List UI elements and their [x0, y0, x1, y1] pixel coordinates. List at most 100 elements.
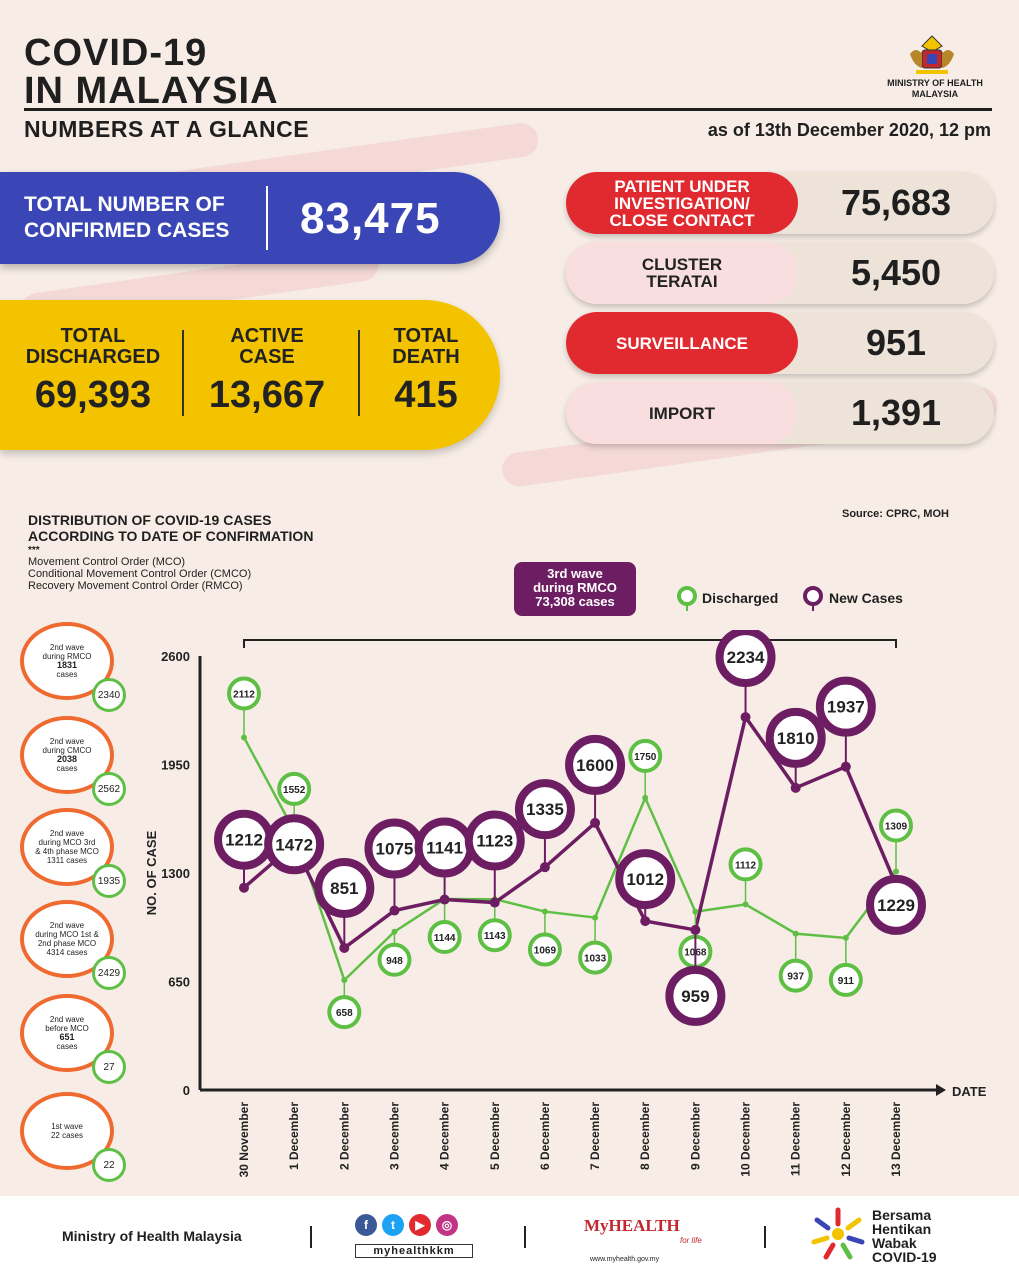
confirmed-label: TOTAL NUMBER OF CONFIRMED CASES: [24, 192, 229, 244]
new-cases-bubble: [715, 630, 776, 688]
x-tick-label: 12 December: [839, 1102, 853, 1177]
category-row: SURVEILLANCE 951: [566, 312, 994, 374]
y-tick-label: 1950: [161, 758, 190, 773]
twitter-icon[interactable]: t: [382, 1214, 404, 1236]
campaign-line: COVID-19: [872, 1249, 937, 1265]
x-tick-label: 11 December: [789, 1102, 803, 1176]
discharged-data-label: 937: [787, 972, 804, 983]
category-label-line: CLUSTER: [641, 255, 723, 274]
discharged-data-label: 658: [336, 1008, 353, 1019]
wave-text: 2nd wave: [49, 643, 85, 652]
new-cases-bubble: [615, 849, 676, 910]
series-line: [242, 712, 898, 951]
category-value: 5,450: [850, 252, 942, 293]
coat-of-arms-icon: [910, 35, 954, 74]
discharged-data-label: 948: [386, 956, 403, 967]
discharged-bubble: [879, 808, 913, 843]
discharged-data-label: 1069: [534, 946, 557, 957]
divider: [358, 330, 360, 416]
x-tick-label: 10 December: [739, 1102, 753, 1177]
new-cases-bubble: [264, 814, 325, 875]
wave-text: 4314 cases: [46, 948, 88, 957]
new-cases-data-label: 851: [330, 879, 358, 898]
category-value: 951: [865, 322, 927, 363]
as-of-date: as of 13th December 2020, 12 pm: [707, 120, 991, 140]
discharged-point: [842, 934, 849, 941]
new-cases-data-label: 1472: [275, 835, 313, 854]
wave-badge: 2562: [92, 772, 126, 806]
discharged-point: [592, 914, 599, 921]
series-line: [242, 736, 897, 983]
discharged-bubble: [778, 958, 813, 993]
confirmed-label-line2: CONFIRMED CASES: [24, 219, 230, 242]
active-stat: ACTIVE CASE 13,667: [198, 326, 336, 417]
category-label-line: PATIENT UNDER: [614, 176, 750, 196]
discharged-point: [642, 794, 649, 801]
new-cases-data-label: 1123: [476, 832, 513, 851]
social-icons: f t ▶ ◎: [355, 1214, 463, 1236]
discharged-label2: DISCHARGED: [25, 346, 161, 368]
y-axis-label: NO. OF CASE: [144, 830, 159, 915]
confirmed-label-line1: TOTAL NUMBER OF: [24, 193, 225, 216]
discharged-bubble: [578, 940, 613, 975]
category-row: PATIENT UNDER INVESTIGATION/CLOSE CONTACT…: [566, 172, 994, 234]
discharged-point: [241, 734, 247, 741]
discharged-bubble: [828, 962, 863, 997]
new-cases-data-label: 1600: [576, 756, 614, 775]
new-cases-data-label: 1229: [877, 896, 915, 915]
category-label: PATIENT UNDER INVESTIGATION/CLOSE CONTACT: [566, 172, 798, 234]
new-cases-bubble: [565, 734, 626, 795]
new-cases-bubble: [765, 707, 826, 768]
legend-new-cases: New Cases: [829, 590, 903, 606]
x-tick-label: 2 December: [337, 1102, 351, 1170]
ministry-line2: MALAYSIA: [911, 89, 959, 99]
wave-text: during RMCO: [42, 652, 92, 661]
wave-text: 2nd wave: [49, 829, 85, 838]
discharged-bubble: [527, 932, 562, 967]
discharged-bubble: [728, 847, 763, 882]
discharged-legend-icon: [677, 586, 697, 611]
discharged-point: [541, 908, 548, 915]
category-label: IMPORT: [566, 382, 798, 444]
discharged-data-label: 1309: [885, 821, 908, 832]
discharged-data-label: 2112: [233, 689, 255, 700]
confirmed-value: 83,475: [300, 194, 441, 243]
footnote-marker: ***: [28, 545, 40, 556]
wave-text: 2nd wave: [49, 1015, 85, 1024]
facebook-icon[interactable]: f: [355, 1214, 377, 1236]
discharged-bubble: [277, 771, 312, 806]
new-cases-point: [539, 862, 550, 873]
discharged-point: [792, 930, 799, 937]
discharged-bubble: [477, 918, 512, 953]
youtube-icon[interactable]: ▶: [409, 1214, 431, 1236]
wave-text: 651: [59, 1032, 75, 1042]
discharged-stat: TOTAL DISCHARGED 69,393: [24, 326, 162, 417]
wave-badge: 27: [92, 1050, 126, 1084]
discharged-point: [391, 928, 398, 935]
page-title-line1: COVID-19: [24, 32, 208, 74]
wave-badge: 2340: [92, 678, 126, 712]
wave-text: 2nd wave: [49, 737, 85, 746]
page-subtitle: NUMBERS AT A GLANCE: [24, 116, 310, 142]
x-tick-label: 1 December: [287, 1102, 301, 1170]
wave-text: during CMCO: [42, 746, 92, 755]
discharged-data-label: 911: [838, 976, 855, 987]
x-tick-label: 5 December: [488, 1102, 502, 1170]
y-tick-label: 1300: [161, 866, 190, 881]
line-chart: 0 650 1300 1950 2600 NO. OF CASE DATE 30 Novemb…: [144, 630, 987, 1177]
wave3-badge: 3rd wave during RMCO 73,308 cases: [514, 562, 636, 616]
new-cases-point: [439, 894, 450, 905]
discharged-data-label: 1750: [634, 752, 657, 763]
abbr-note: Recovery Movement Control Order (RMCO): [28, 580, 243, 592]
discharged-label1: TOTAL: [60, 325, 126, 347]
instagram-icon[interactable]: ◎: [436, 1214, 458, 1236]
ministry-line1: MINISTRY OF HEALTH: [887, 78, 983, 88]
confirmed-cases-panel: TOTAL NUMBER OF CONFIRMED CASES 83,475: [0, 172, 500, 264]
discharged-data-label: 1112: [735, 860, 757, 871]
chart-title-line1: DISTRIBUTION OF COVID-19 CASES: [28, 512, 272, 528]
new-cases-point: [840, 761, 851, 772]
x-tick-label: 4 December: [438, 1102, 452, 1170]
death-stat: TOTAL DEATH 415: [376, 326, 476, 417]
discharged-point: [341, 977, 348, 984]
active-label1: ACTIVE: [230, 325, 304, 347]
